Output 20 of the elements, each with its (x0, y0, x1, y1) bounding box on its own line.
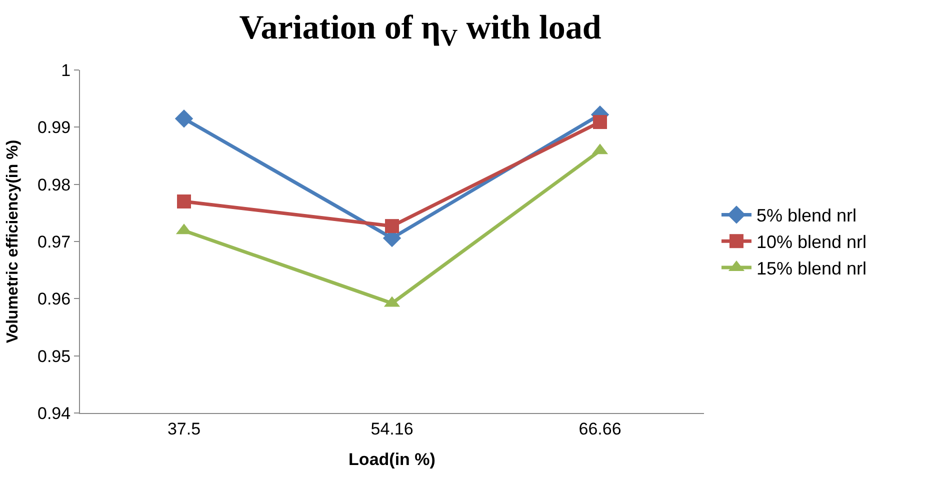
y-tick-label: 0.99 (38, 118, 71, 138)
y-tick-label: 0.98 (38, 175, 71, 194)
x-axis-title: Load(in %) (348, 450, 436, 469)
point (177, 194, 191, 208)
chart-title: Variation of η$_{V}$ with load (239, 10, 602, 52)
y-tick-label: 0.94 (38, 404, 71, 423)
x-tick-label: 54.16 (370, 419, 414, 438)
y-tick-label: 0.95 (38, 346, 71, 366)
legend-label: 10% blend nrl (756, 232, 867, 252)
point (593, 115, 607, 130)
y-tick-label: 0.97 (38, 232, 71, 252)
legend-label: 5% blend nrl (756, 206, 857, 226)
point (174, 109, 194, 128)
legend-label: 15% blend nrl (756, 258, 867, 279)
x-tick-label: 37.5 (167, 419, 201, 438)
y-tick-label: 0.96 (38, 290, 71, 309)
x-tick-label: 66.66 (578, 419, 622, 438)
y-axis-title: Volumetric efficiency(in %) (4, 140, 22, 344)
y-tick-label: 1 (61, 60, 71, 80)
point (385, 219, 399, 234)
